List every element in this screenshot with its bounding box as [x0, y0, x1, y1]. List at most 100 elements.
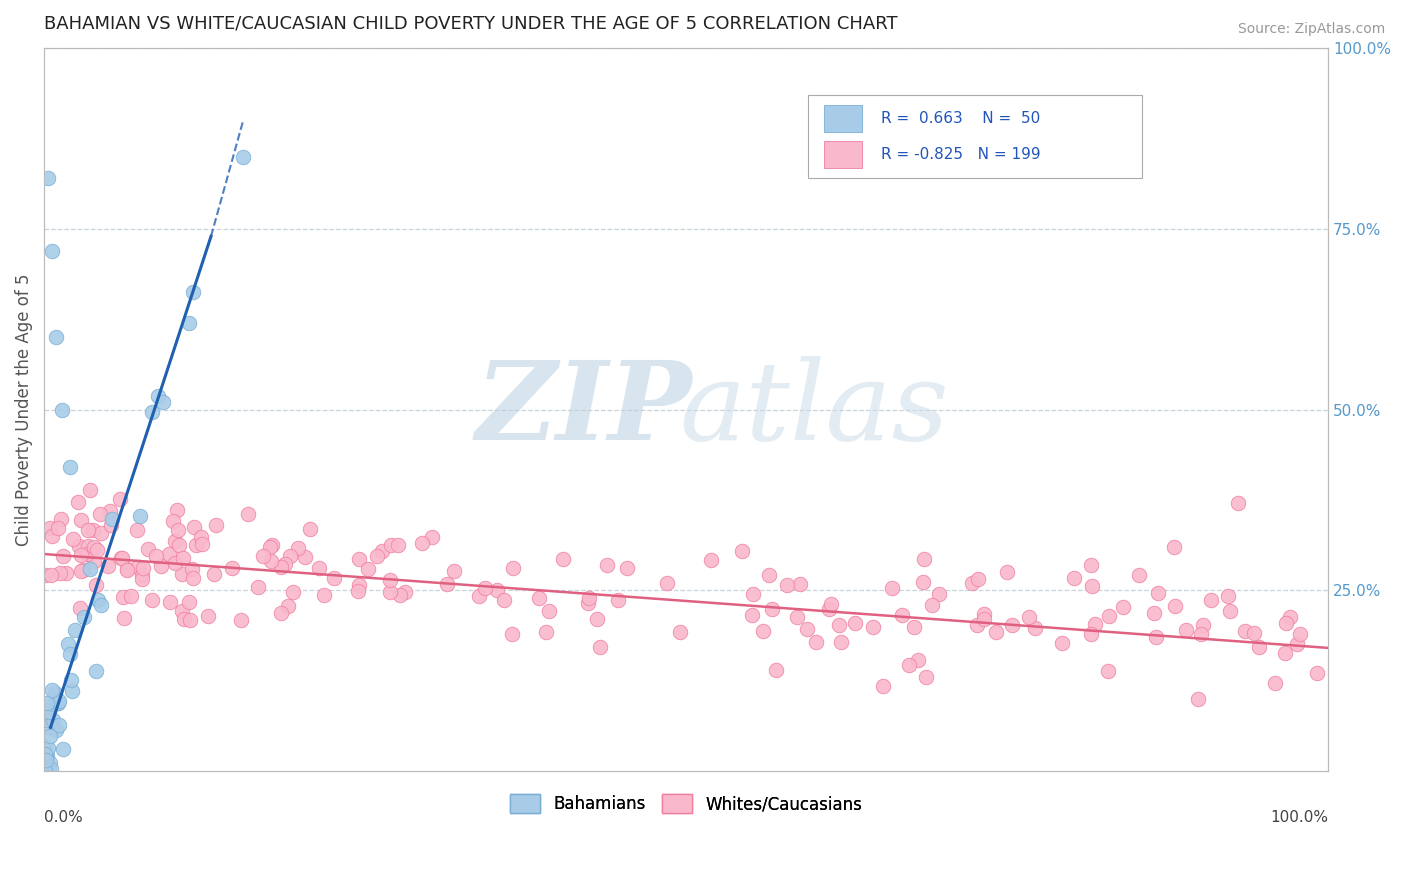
Point: [90, 598, 112, 612]
Point: [278, 549, 301, 563]
Point: [172, 551, 194, 566]
Point: [115, 562, 138, 576]
Text: atlas: atlas: [679, 356, 949, 463]
Point: [184, 538, 207, 552]
Point: [41, 244, 63, 258]
Point: [1278, 610, 1301, 624]
Point: [204, 517, 226, 532]
Point: [73, 609, 96, 624]
Point: [1189, 626, 1212, 640]
Point: [492, 593, 515, 607]
Point: [915, 670, 938, 684]
Point: [1163, 540, 1185, 554]
Point: [167, 524, 190, 538]
Point: [166, 503, 188, 517]
Point: [37, 740, 59, 755]
Point: [41, 529, 63, 543]
Point: [277, 599, 299, 614]
Text: BAHAMIAN VS WHITE/CAUCASIAN CHILD POVERTY UNDER THE AGE OF 5 CORRELATION CHART: BAHAMIAN VS WHITE/CAUCASIAN CHILD POVERT…: [44, 15, 898, 33]
Point: [616, 561, 638, 575]
Point: [76, 547, 98, 561]
Point: [786, 610, 808, 624]
Point: [1147, 586, 1170, 600]
Point: [1000, 618, 1022, 632]
Point: [34, 747, 56, 761]
Point: [252, 549, 274, 563]
Point: [232, 150, 254, 164]
Point: [34, 760, 56, 774]
Point: [48, 694, 70, 708]
Point: [1081, 579, 1104, 593]
Point: [120, 589, 142, 603]
Point: [758, 567, 780, 582]
Point: [1144, 631, 1167, 645]
Point: [150, 558, 173, 573]
Point: [921, 598, 943, 612]
Point: [1305, 666, 1327, 681]
Point: [1080, 627, 1102, 641]
Point: [141, 404, 163, 418]
Point: [775, 578, 797, 592]
Point: [741, 607, 763, 622]
Text: Source: ZipAtlas.com: Source: ZipAtlas.com: [1237, 22, 1385, 37]
Point: [136, 541, 159, 556]
Point: [411, 536, 433, 550]
Point: [67, 539, 90, 553]
Point: [828, 617, 851, 632]
Point: [394, 585, 416, 599]
Point: [115, 563, 138, 577]
Text: R = -0.825   N = 199: R = -0.825 N = 199: [882, 147, 1040, 162]
Point: [110, 550, 132, 565]
Point: [69, 564, 91, 578]
Point: [595, 558, 617, 573]
Point: [862, 620, 884, 634]
Point: [928, 587, 950, 601]
Point: [586, 612, 609, 626]
Point: [46, 520, 69, 534]
Point: [131, 567, 153, 582]
Point: [668, 625, 690, 640]
Point: [167, 538, 190, 552]
Point: [172, 604, 194, 618]
Point: [55, 566, 77, 581]
Point: [38, 756, 60, 771]
Point: [1143, 606, 1166, 620]
Point: [907, 653, 929, 667]
Point: [34, 764, 56, 778]
Point: [108, 491, 131, 506]
Point: [236, 507, 259, 521]
Point: [960, 575, 983, 590]
Point: [259, 541, 281, 555]
Point: [903, 619, 925, 633]
Point: [553, 551, 575, 566]
Point: [101, 512, 124, 526]
Point: [1243, 625, 1265, 640]
Point: [1234, 624, 1257, 639]
Point: [90, 525, 112, 540]
Point: [818, 602, 841, 616]
Point: [35, 749, 58, 764]
Point: [820, 597, 842, 611]
Y-axis label: Child Poverty Under the Age of 5: Child Poverty Under the Age of 5: [15, 273, 32, 546]
Point: [112, 610, 135, 624]
Point: [1264, 676, 1286, 690]
Point: [41, 683, 63, 698]
Point: [170, 566, 193, 581]
Point: [51, 402, 73, 417]
Point: [502, 561, 524, 575]
FancyBboxPatch shape: [824, 104, 862, 132]
Point: [191, 537, 214, 551]
Point: [323, 571, 346, 585]
Point: [804, 635, 827, 649]
Point: [35, 696, 58, 710]
Point: [39, 568, 62, 582]
Point: [86, 543, 108, 558]
Point: [45, 723, 67, 737]
Point: [299, 522, 322, 536]
Point: [35, 747, 58, 762]
Point: [485, 583, 508, 598]
Point: [1275, 616, 1298, 631]
Point: [70, 513, 93, 527]
Point: [534, 625, 557, 640]
Point: [260, 538, 283, 552]
